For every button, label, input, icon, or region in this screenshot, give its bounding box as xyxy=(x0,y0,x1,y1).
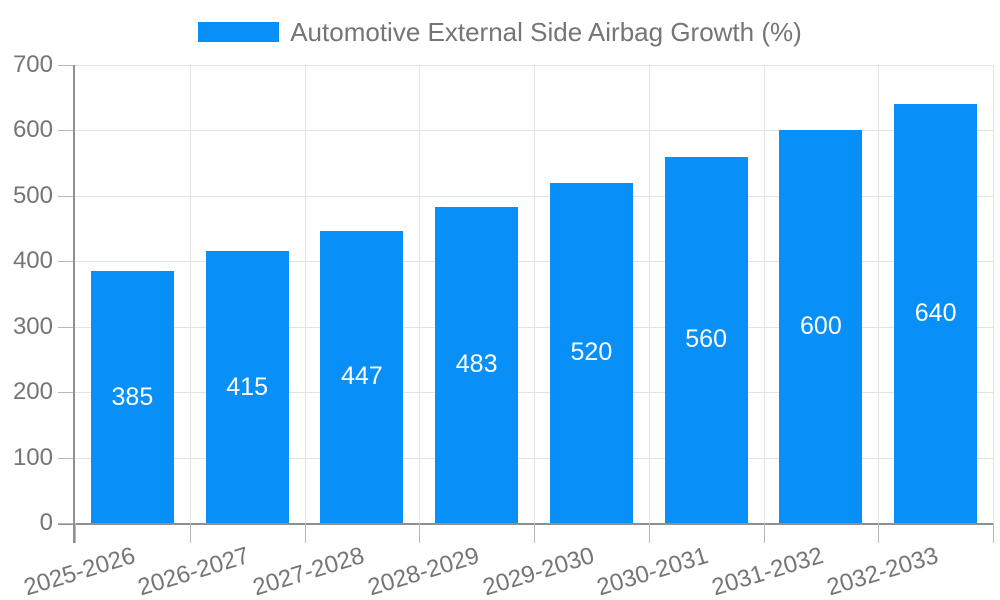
v-gridline xyxy=(534,65,535,523)
bar-2028-2029: 483 xyxy=(435,206,519,523)
x-axis-label: 2031-2032 xyxy=(708,542,827,600)
chart-legend[interactable]: Automotive External Side Airbag Growth (… xyxy=(0,19,1000,45)
y-axis-label: 300 xyxy=(12,312,53,340)
bar-value-label: 447 xyxy=(341,362,383,391)
y-tick xyxy=(58,130,73,132)
legend-label: Automotive External Side Airbag Growth (… xyxy=(290,17,802,47)
y-axis-label: 700 xyxy=(12,51,53,78)
y-axis-line xyxy=(73,65,75,543)
bar-2025-2026: 385 xyxy=(90,271,174,523)
y-axis-label: 600 xyxy=(12,116,53,144)
y-tick xyxy=(58,523,73,524)
bar-2031-2032: 600 xyxy=(779,130,863,523)
x-axis-label: 2028-2029 xyxy=(364,542,483,600)
bar-value-label: 520 xyxy=(570,338,613,367)
y-tick xyxy=(58,261,73,263)
x-tick xyxy=(304,523,306,543)
x-tick xyxy=(189,523,191,543)
y-axis-label: 200 xyxy=(12,378,53,406)
x-tick xyxy=(75,523,76,543)
plot-area: 0 100 200 300 400 500 600 700 385 415 447 483 520 560… xyxy=(13,53,994,600)
bar-value-label: 415 xyxy=(226,372,268,401)
v-gridline xyxy=(304,65,306,523)
bar-value-label: 640 xyxy=(914,299,957,328)
v-gridline xyxy=(189,65,191,523)
bar-2032-2033: 640 xyxy=(894,104,978,523)
y-tick xyxy=(58,392,73,394)
bar-value-label: 600 xyxy=(800,312,842,341)
y-tick xyxy=(58,195,73,197)
y-tick xyxy=(58,326,73,328)
x-tick xyxy=(419,523,421,543)
bar-2027-2028: 447 xyxy=(320,230,404,523)
bar-2026-2027: 415 xyxy=(205,251,289,523)
v-gridline xyxy=(878,65,880,523)
bar-2030-2031: 560 xyxy=(664,156,748,523)
y-axis-label: 100 xyxy=(12,443,53,471)
y-axis-label: 0 xyxy=(39,509,53,536)
y-axis-label: 400 xyxy=(12,247,53,275)
x-tick xyxy=(993,523,994,543)
x-tick xyxy=(878,523,880,543)
bar-value-label: 385 xyxy=(111,382,154,411)
x-axis-label: 2030-2031 xyxy=(594,542,712,600)
x-tick xyxy=(763,523,765,543)
x-axis-label: 2026-2027 xyxy=(135,542,253,600)
x-axis-label: 2025-2026 xyxy=(20,542,138,600)
bar-value-label: 483 xyxy=(455,350,498,379)
x-axis-label: 2032-2033 xyxy=(823,542,942,600)
y-tick xyxy=(58,65,73,66)
legend-swatch xyxy=(198,22,280,42)
x-tick xyxy=(648,523,650,543)
bar-2029-2030: 520 xyxy=(549,182,633,523)
x-axis-label: 2027-2028 xyxy=(249,542,368,600)
x-tick xyxy=(534,523,535,543)
v-gridline xyxy=(763,65,765,523)
v-gridline xyxy=(648,65,650,523)
v-gridline xyxy=(419,65,421,523)
x-axis-line xyxy=(58,523,993,525)
x-axis-label: 2029-2030 xyxy=(479,542,597,600)
bar-value-label: 560 xyxy=(685,325,727,354)
y-axis-label: 500 xyxy=(12,181,53,209)
y-tick xyxy=(58,457,73,459)
v-gridline xyxy=(993,65,994,523)
